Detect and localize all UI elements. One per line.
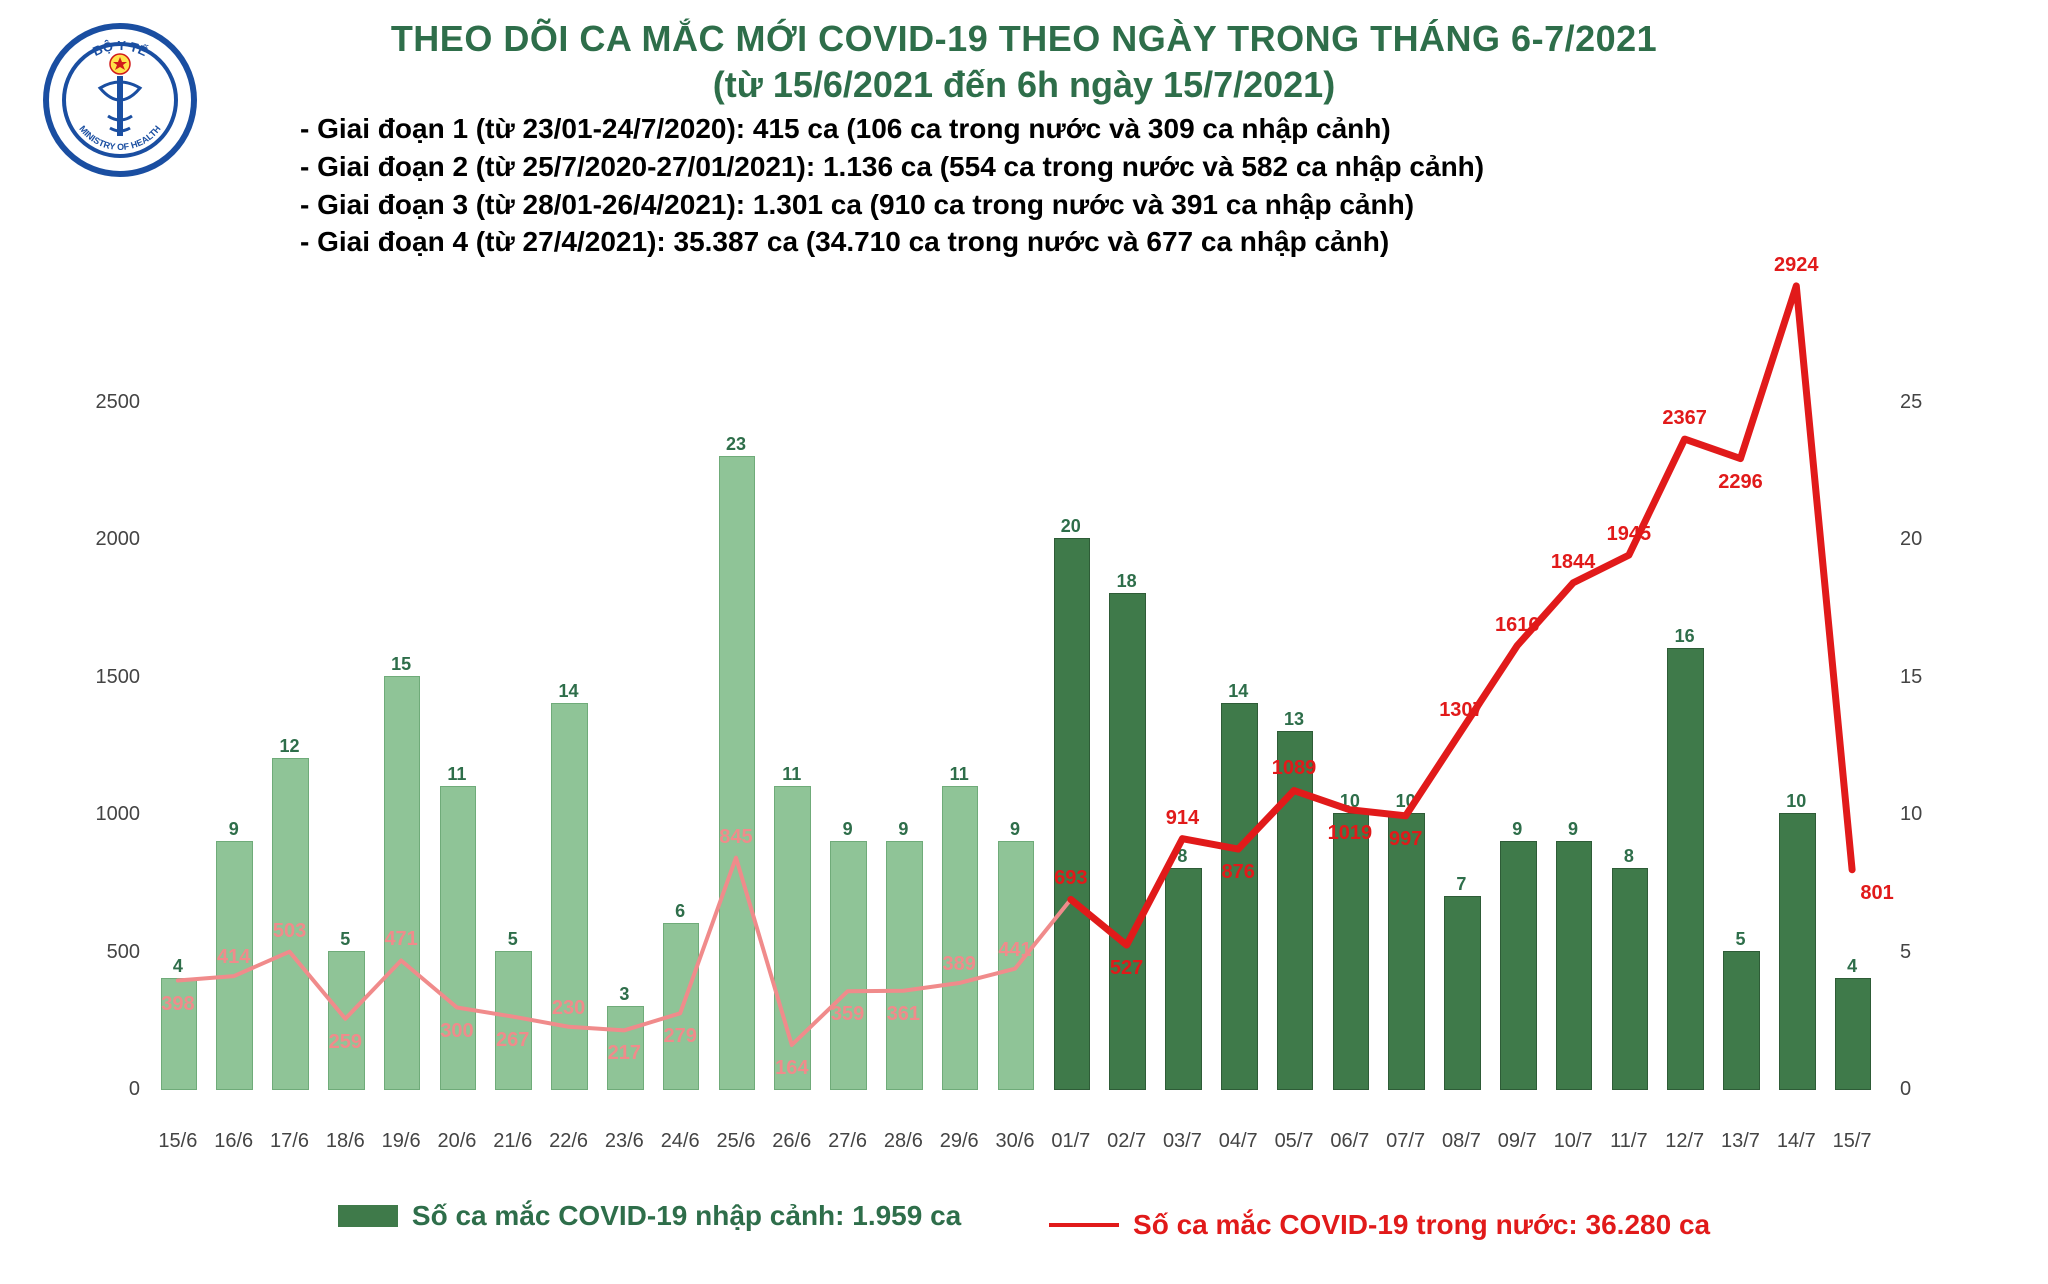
line-value-label: 2367 bbox=[1662, 407, 1707, 430]
line-value-label: 503 bbox=[273, 920, 306, 943]
period-line: - Giai đoạn 4 (từ 27/4/2021): 35.387 ca … bbox=[300, 223, 1720, 261]
x-tick: 08/7 bbox=[1442, 1130, 1481, 1153]
line-value-label: 279 bbox=[663, 1025, 696, 1048]
line-value-label: 1945 bbox=[1607, 523, 1652, 546]
line-value-label: 359 bbox=[831, 1003, 864, 1026]
line-value-label: 1089 bbox=[1272, 757, 1317, 780]
x-tick: 19/6 bbox=[382, 1130, 421, 1153]
legend-bar: Số ca mắc COVID-19 nhập cảnh: 1.959 ca bbox=[338, 1200, 961, 1232]
x-tick: 03/7 bbox=[1163, 1130, 1202, 1153]
line-value-label: 471 bbox=[384, 928, 417, 951]
chart-area: 0 500 1000 1500 2000 2500 0 5 10 15 20 25 15/6 16/6 17… bbox=[70, 290, 1970, 1160]
x-tick: 15/6 bbox=[158, 1130, 197, 1153]
x-tick: 15/7 bbox=[1833, 1130, 1872, 1153]
line-value-label: 527 bbox=[1110, 957, 1143, 980]
line-value-label: 914 bbox=[1166, 807, 1199, 830]
ministry-logo: BỘ Y TẾ MINISTRY OF HEALTH bbox=[40, 20, 200, 180]
line-value-label: 1616 bbox=[1495, 614, 1540, 637]
legend-line-swatch bbox=[1049, 1223, 1119, 1227]
x-tick: 24/6 bbox=[661, 1130, 700, 1153]
line-value-label: 876 bbox=[1222, 861, 1255, 884]
line-value-label: 1307 bbox=[1439, 699, 1484, 722]
x-tick: 27/6 bbox=[828, 1130, 867, 1153]
line-value-label: 997 bbox=[1389, 828, 1422, 851]
x-tick: 11/7 bbox=[1610, 1130, 1647, 1153]
line-value-label: 441 bbox=[998, 939, 1031, 962]
line-value-label: 217 bbox=[608, 1042, 641, 1065]
x-tick: 16/6 bbox=[214, 1130, 253, 1153]
x-tick: 23/6 bbox=[605, 1130, 644, 1153]
line-value-label: 693 bbox=[1054, 867, 1087, 890]
x-tick: 10/7 bbox=[1554, 1130, 1593, 1153]
x-tick: 01/7 bbox=[1051, 1130, 1090, 1153]
y-left-tick: 1000 bbox=[80, 803, 140, 826]
chart-title: THEO DÕI CA MẮC MỚI COVID-19 THEO NGÀY T… bbox=[200, 18, 1848, 106]
x-tick: 04/7 bbox=[1219, 1130, 1258, 1153]
y-right-tick: 20 bbox=[1900, 528, 1922, 551]
x-tick: 30/6 bbox=[996, 1130, 1035, 1153]
x-tick: 28/6 bbox=[884, 1130, 923, 1153]
period-line: - Giai đoạn 1 (từ 23/01-24/7/2020): 415 … bbox=[300, 110, 1720, 148]
x-tick: 02/7 bbox=[1107, 1130, 1146, 1153]
y-right-tick: 10 bbox=[1900, 803, 1922, 826]
y-left-tick: 1500 bbox=[80, 666, 140, 689]
legend-bar-swatch bbox=[338, 1205, 398, 1227]
title-line-2: (từ 15/6/2021 đến 6h ngày 15/7/2021) bbox=[200, 64, 1848, 106]
y-left-tick: 0 bbox=[80, 1078, 140, 1101]
plot-area: 05001000150020002500051015202515/616/617… bbox=[150, 320, 1880, 1090]
line-series bbox=[150, 320, 1880, 1090]
y-left-tick: 2500 bbox=[80, 391, 140, 414]
x-tick: 06/7 bbox=[1330, 1130, 1369, 1153]
line-value-label: 300 bbox=[440, 1020, 473, 1043]
line-value-label: 1844 bbox=[1551, 551, 1596, 574]
x-tick: 12/7 bbox=[1665, 1130, 1704, 1153]
line-value-label: 164 bbox=[775, 1057, 808, 1080]
x-tick: 17/6 bbox=[270, 1130, 309, 1153]
line-value-label: 414 bbox=[217, 946, 250, 969]
x-tick: 13/7 bbox=[1721, 1130, 1760, 1153]
line-value-label: 1019 bbox=[1328, 822, 1373, 845]
period-summary: - Giai đoạn 1 (từ 23/01-24/7/2020): 415 … bbox=[300, 110, 1720, 261]
line-value-label: 801 bbox=[1860, 882, 1893, 905]
x-tick: 29/6 bbox=[940, 1130, 979, 1153]
x-tick: 21/6 bbox=[493, 1130, 532, 1153]
x-tick: 26/6 bbox=[772, 1130, 811, 1153]
x-tick: 09/7 bbox=[1498, 1130, 1537, 1153]
x-tick: 25/6 bbox=[716, 1130, 755, 1153]
legend-line: Số ca mắc COVID-19 trong nước: 36.280 ca bbox=[1049, 1209, 1710, 1241]
period-line: - Giai đoạn 2 (từ 25/7/2020-27/01/2021):… bbox=[300, 148, 1720, 186]
line-value-label: 845 bbox=[719, 826, 752, 849]
legend-bar-label: Số ca mắc COVID-19 nhập cảnh: 1.959 ca bbox=[412, 1200, 961, 1232]
x-tick: 22/6 bbox=[549, 1130, 588, 1153]
legend: Số ca mắc COVID-19 nhập cảnh: 1.959 ca S… bbox=[0, 1200, 2048, 1241]
line-value-label: 398 bbox=[161, 993, 194, 1016]
legend-line-label: Số ca mắc COVID-19 trong nước: 36.280 ca bbox=[1133, 1209, 1710, 1241]
x-tick: 14/7 bbox=[1777, 1130, 1816, 1153]
title-line-1: THEO DÕI CA MẮC MỚI COVID-19 THEO NGÀY T… bbox=[200, 18, 1848, 60]
line-value-label: 389 bbox=[943, 953, 976, 976]
x-tick: 07/7 bbox=[1386, 1130, 1425, 1153]
line-value-label: 2924 bbox=[1774, 254, 1819, 277]
y-right-tick: 5 bbox=[1900, 941, 1911, 964]
line-value-label: 361 bbox=[887, 1003, 920, 1026]
y-left-tick: 2000 bbox=[80, 528, 140, 551]
y-right-tick: 0 bbox=[1900, 1078, 1911, 1101]
line-value-label: 230 bbox=[552, 997, 585, 1020]
y-left-tick: 500 bbox=[80, 941, 140, 964]
y-right-tick: 15 bbox=[1900, 666, 1922, 689]
line-value-label: 267 bbox=[496, 1029, 529, 1052]
y-right-tick: 25 bbox=[1900, 391, 1922, 414]
period-line: - Giai đoạn 3 (từ 28/01-26/4/2021): 1.30… bbox=[300, 186, 1720, 224]
x-tick: 20/6 bbox=[437, 1130, 476, 1153]
line-value-label: 2296 bbox=[1718, 471, 1763, 494]
x-tick: 18/6 bbox=[326, 1130, 365, 1153]
x-tick: 05/7 bbox=[1275, 1130, 1314, 1153]
line-value-label: 259 bbox=[329, 1031, 362, 1054]
